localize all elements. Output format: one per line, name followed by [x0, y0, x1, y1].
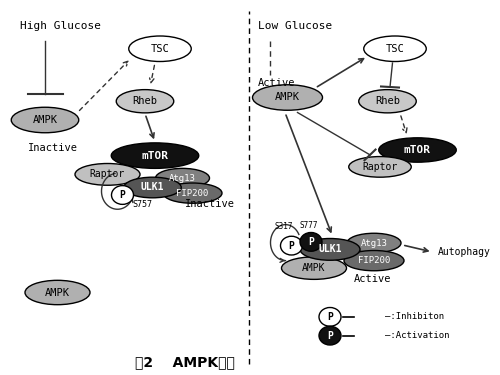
Text: Raptor: Raptor: [90, 170, 125, 179]
Ellipse shape: [300, 232, 322, 251]
Text: Atg13: Atg13: [360, 238, 388, 248]
Ellipse shape: [349, 157, 411, 177]
Ellipse shape: [282, 257, 346, 279]
Ellipse shape: [163, 183, 222, 203]
Text: P: P: [327, 312, 333, 322]
Ellipse shape: [280, 236, 302, 255]
Text: ULK1: ULK1: [318, 244, 342, 254]
Ellipse shape: [116, 90, 174, 113]
Text: Active: Active: [258, 78, 295, 87]
Ellipse shape: [347, 233, 401, 253]
Ellipse shape: [364, 36, 426, 62]
Text: AMPK: AMPK: [275, 93, 300, 102]
Text: Rheb: Rheb: [375, 96, 400, 106]
Text: P: P: [327, 331, 333, 340]
Ellipse shape: [11, 107, 79, 133]
Text: —:Inhibiton: —:Inhibiton: [385, 312, 444, 321]
Text: S757: S757: [132, 200, 152, 209]
Text: S777: S777: [300, 220, 318, 230]
Text: AMPK: AMPK: [32, 115, 58, 125]
Text: Inactive: Inactive: [185, 200, 235, 209]
Text: —:Activation: —:Activation: [385, 331, 450, 340]
Text: 图2    AMPK通路: 图2 AMPK通路: [135, 355, 235, 369]
Ellipse shape: [156, 168, 210, 188]
Ellipse shape: [111, 143, 199, 168]
Text: P: P: [308, 237, 314, 247]
Ellipse shape: [129, 36, 191, 62]
Ellipse shape: [25, 280, 90, 304]
Text: Active: Active: [354, 274, 391, 284]
Ellipse shape: [112, 186, 134, 204]
Text: Inactive: Inactive: [28, 143, 78, 153]
Text: P: P: [120, 190, 126, 200]
Ellipse shape: [124, 177, 181, 198]
Text: Autophagy: Autophagy: [438, 247, 490, 257]
Ellipse shape: [379, 138, 456, 162]
Ellipse shape: [359, 90, 416, 113]
Ellipse shape: [319, 326, 341, 345]
Text: Raptor: Raptor: [362, 162, 398, 172]
Text: High Glucose: High Glucose: [20, 21, 101, 31]
Text: Rheb: Rheb: [132, 96, 158, 106]
Text: mTOR: mTOR: [404, 145, 431, 155]
Text: FIP200: FIP200: [176, 189, 208, 198]
Text: S317: S317: [275, 222, 293, 231]
Text: TSC: TSC: [150, 44, 170, 54]
Text: FIP200: FIP200: [358, 256, 390, 265]
Text: AMPK: AMPK: [302, 263, 326, 273]
Ellipse shape: [344, 251, 404, 271]
Text: AMPK: AMPK: [45, 288, 70, 297]
Text: P: P: [288, 241, 294, 250]
Text: Low Glucose: Low Glucose: [258, 21, 332, 31]
Ellipse shape: [300, 238, 360, 260]
Text: TSC: TSC: [386, 44, 404, 54]
Ellipse shape: [319, 308, 341, 326]
Text: Atg13: Atg13: [169, 174, 196, 183]
Text: mTOR: mTOR: [142, 151, 169, 160]
Ellipse shape: [252, 85, 322, 110]
Ellipse shape: [75, 164, 140, 185]
Text: ULK1: ULK1: [141, 183, 164, 192]
